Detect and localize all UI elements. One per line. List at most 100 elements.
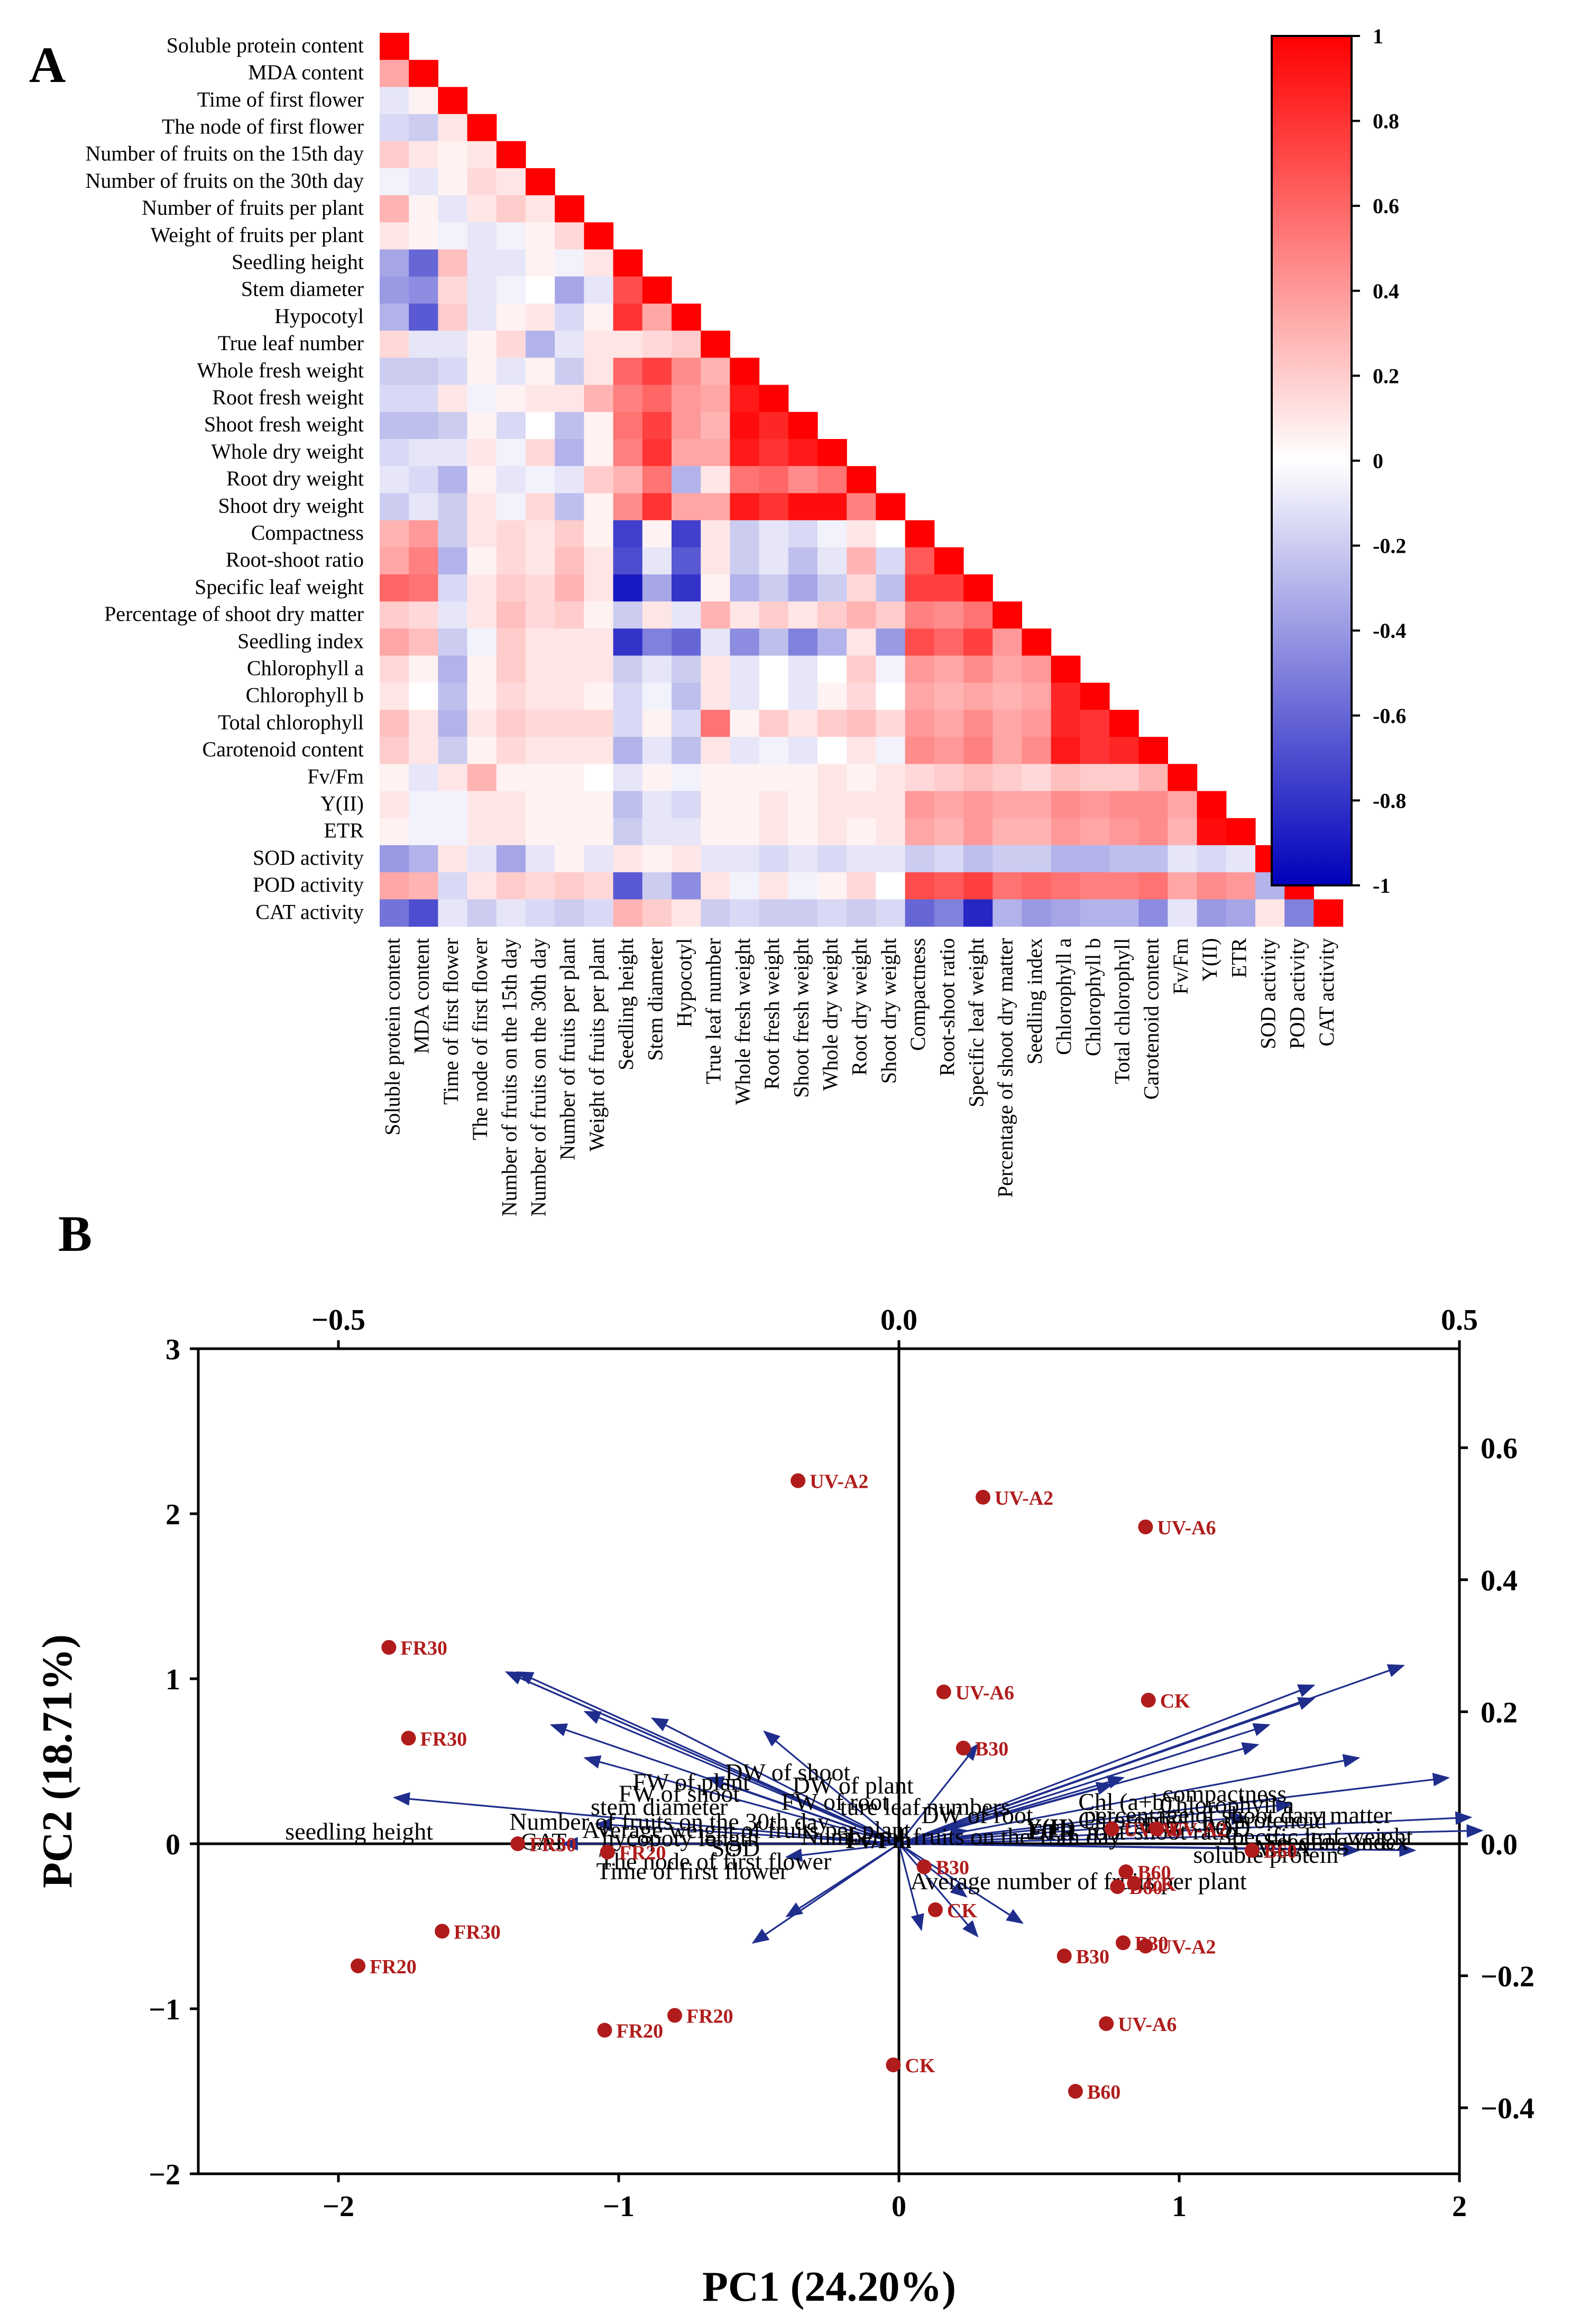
heatmap-row-label: True leaf number — [218, 331, 364, 355]
heatmap-cell — [934, 764, 964, 792]
heatmap-cell — [526, 222, 555, 250]
heatmap-cell — [438, 222, 468, 250]
heatmap-cell — [555, 195, 584, 223]
heatmap-cell — [409, 249, 438, 277]
heatmap-cell — [409, 114, 438, 142]
heatmap-cell — [963, 682, 993, 710]
colorbar-tick-label: 1 — [1373, 24, 1383, 48]
pca-y-axis-title: PC2 (18.71%) — [34, 1634, 81, 1888]
heatmap-cell — [1168, 791, 1198, 819]
heatmap-cell — [555, 764, 584, 792]
heatmap-cell — [701, 331, 730, 358]
heatmap-cell — [1197, 899, 1227, 927]
heatmap-cell — [380, 60, 409, 87]
heatmap-cell — [817, 520, 847, 548]
heatmap-cell — [642, 358, 672, 386]
loading-label-dw-of-shoot: DW of shoot — [725, 1759, 850, 1786]
heatmap-cell — [555, 331, 584, 358]
heatmap-cell — [701, 682, 730, 710]
heatmap-cell — [993, 682, 1022, 710]
pca-point-b30 — [956, 1741, 971, 1756]
heatmap-cell — [759, 493, 789, 521]
loading-arrow-ture-leaf-numbers — [763, 1730, 900, 1845]
heatmap-cell — [409, 304, 438, 331]
heatmap-cell — [905, 872, 935, 900]
heatmap-cell — [1168, 899, 1198, 927]
loading-arrow-seedling-height — [392, 1792, 899, 1845]
heatmap-row-label: Time of first flower — [197, 87, 364, 111]
pca-point-ck — [927, 1902, 943, 1917]
heatmap-column-label: Root-shoot ratio — [935, 938, 959, 1076]
colorbar-tick-label: -0.4 — [1373, 619, 1406, 643]
heatmap-cell — [1080, 791, 1110, 819]
heatmap-cell — [847, 493, 876, 521]
heatmap-row-label: Total chlorophyll — [218, 710, 364, 734]
heatmap-cell — [730, 601, 760, 629]
heatmap-cell — [1022, 872, 1052, 900]
heatmap-cell — [409, 331, 438, 358]
pca-top-tick-label: 0.0 — [880, 1304, 917, 1337]
heatmap-cell — [876, 737, 906, 764]
heatmap-cell — [438, 872, 468, 900]
heatmap-cell — [409, 493, 438, 521]
heatmap-column-label: Specific leaf weight — [964, 938, 988, 1108]
loading-label-pod: POD — [1201, 1815, 1250, 1842]
heatmap-cell — [934, 791, 964, 819]
colorbar-tick-label: 0 — [1373, 449, 1383, 473]
pca-axis-ticks: −2 −1 0 1 2 −2 −1 0 1 2 3 −0.5 0.0 0.5 −0.4 −0.2 0.0 0.2 0… — [149, 1304, 1535, 2223]
heatmap-cell — [526, 737, 555, 764]
heatmap-cell — [759, 764, 789, 792]
heatmap-cell — [526, 520, 555, 548]
heatmap-cell — [380, 628, 409, 656]
heatmap-cell — [963, 601, 993, 629]
heatmap-cell — [905, 899, 935, 927]
heatmap-row-label: Chlorophyll b — [246, 683, 364, 707]
heatmap-cell — [1022, 628, 1052, 656]
heatmap-cell — [409, 411, 438, 440]
heatmap-cell — [555, 682, 584, 710]
loading-label-chlorophyll-a: Chlorophyll a — [1160, 1791, 1294, 1818]
heatmap-column-label: Number of fruits on the 15th day — [497, 938, 521, 1217]
heatmap-cell — [1080, 899, 1110, 927]
heatmap-cell — [584, 872, 614, 900]
heatmap-cell — [1051, 818, 1081, 846]
heatmap-cell — [555, 845, 584, 873]
heatmap-cell — [759, 466, 789, 493]
heatmap-cell — [934, 628, 964, 656]
heatmap-cell — [496, 195, 526, 223]
heatmap-cell — [380, 168, 409, 196]
heatmap-cell — [701, 764, 730, 792]
pca-right-tick-label: 0.0 — [1481, 1828, 1518, 1861]
heatmap-cell — [467, 791, 497, 819]
heatmap-cell — [555, 411, 584, 440]
heatmap-cell — [1138, 791, 1168, 819]
heatmap-cell — [876, 574, 906, 602]
heatmap-cell — [934, 601, 964, 629]
heatmap-cell — [526, 710, 555, 737]
heatmap-cell — [788, 439, 818, 466]
heatmap-cell — [642, 493, 672, 521]
heatmap-cell — [730, 574, 760, 602]
heatmap-cell — [526, 845, 555, 873]
heatmap-cell — [467, 601, 497, 629]
heatmap-cell — [701, 872, 730, 900]
heatmap-cell — [584, 249, 614, 277]
heatmap-cell — [759, 439, 789, 466]
heatmap-cell — [526, 276, 555, 304]
pca-y-tick-label: −1 — [149, 1993, 180, 2026]
heatmap-cell — [642, 682, 672, 710]
loading-label-seedling-height: seedling height — [285, 1818, 433, 1845]
heatmap-cell — [934, 872, 964, 900]
heatmap-cell — [730, 764, 760, 792]
heatmap-cell — [438, 710, 468, 737]
pca-top-tick-label: 0.5 — [1441, 1304, 1478, 1337]
heatmap-cell — [817, 655, 847, 683]
loading-arrow-chl-a-b — [898, 1684, 1316, 1845]
heatmap-cell — [496, 791, 526, 819]
heatmap-cell — [963, 872, 993, 900]
heatmap-cell — [876, 818, 906, 846]
heatmap-cell — [496, 331, 526, 358]
heatmap-cell — [409, 601, 438, 629]
heatmap-cell — [701, 710, 730, 737]
heatmap-cell — [642, 574, 672, 602]
